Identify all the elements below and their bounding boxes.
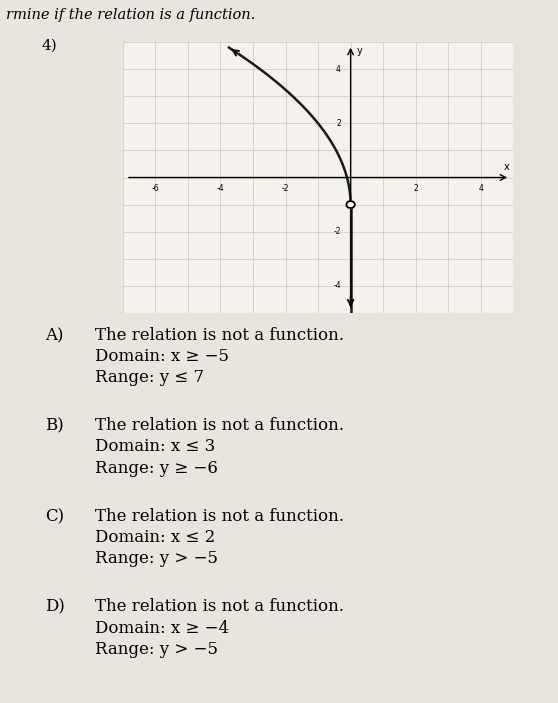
Text: Range: y > −5: Range: y > −5 <box>95 640 218 657</box>
Text: -2: -2 <box>282 184 289 193</box>
Text: 4): 4) <box>42 39 57 53</box>
Text: The relation is not a function.: The relation is not a function. <box>95 418 344 434</box>
Text: y: y <box>357 46 362 56</box>
Text: -6: -6 <box>152 184 159 193</box>
Text: D): D) <box>45 598 65 615</box>
Text: Domain: x ≥ −4: Domain: x ≥ −4 <box>95 619 229 636</box>
Text: Domain: x ≤ 3: Domain: x ≤ 3 <box>95 439 215 456</box>
Text: 4: 4 <box>478 184 483 193</box>
Text: -4: -4 <box>217 184 224 193</box>
Text: B): B) <box>45 418 64 434</box>
Text: -4: -4 <box>333 281 341 290</box>
Text: 4: 4 <box>336 65 341 74</box>
Circle shape <box>347 201 355 208</box>
Text: 2: 2 <box>413 184 418 193</box>
Text: x: x <box>504 162 509 172</box>
Text: Domain: x ≥ −5: Domain: x ≥ −5 <box>95 348 229 365</box>
Text: rmine if the relation is a function.: rmine if the relation is a function. <box>6 8 255 22</box>
Text: The relation is not a function.: The relation is not a function. <box>95 327 344 344</box>
Text: The relation is not a function.: The relation is not a function. <box>95 598 344 615</box>
Text: The relation is not a function.: The relation is not a function. <box>95 508 344 525</box>
Text: -2: -2 <box>333 227 341 236</box>
Text: C): C) <box>45 508 64 525</box>
Text: 2: 2 <box>336 119 341 128</box>
Text: Range: y ≥ −6: Range: y ≥ −6 <box>95 460 218 477</box>
Text: Range: y ≤ 7: Range: y ≤ 7 <box>95 369 204 386</box>
Text: A): A) <box>45 327 63 344</box>
Text: Domain: x ≤ 2: Domain: x ≤ 2 <box>95 529 215 546</box>
Text: Range: y > −5: Range: y > −5 <box>95 550 218 567</box>
